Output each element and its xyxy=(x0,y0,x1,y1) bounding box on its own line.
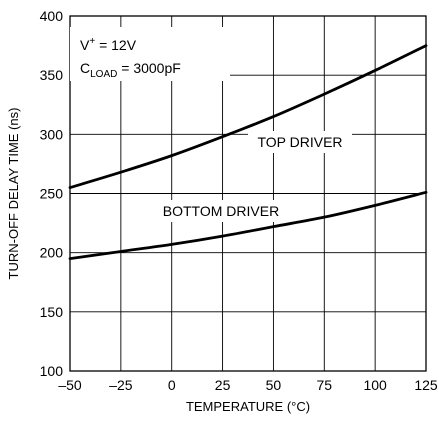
series-curves xyxy=(68,44,428,260)
x-tick-label: –25 xyxy=(109,377,133,393)
y-tick-label: 200 xyxy=(40,245,64,261)
y-axis-label: TURN-OFF DELAY TIME (ns) xyxy=(6,108,21,280)
x-tick-label: 100 xyxy=(363,377,387,393)
bottom-driver-curve xyxy=(68,190,428,260)
y-tick-label: 100 xyxy=(40,363,64,379)
x-tick-label: 25 xyxy=(215,377,231,393)
bottom-driver-label-background xyxy=(152,200,290,222)
x-tick-label: 50 xyxy=(266,377,282,393)
load-capacitance-note: CLOAD = 3000pF xyxy=(80,60,181,80)
supply-voltage-note: V+ = 12V xyxy=(80,36,137,53)
x-tick-label: 75 xyxy=(316,377,332,393)
plot-frame xyxy=(69,15,427,372)
conditions-background xyxy=(70,27,230,81)
bottom-driver-label: BOTTOM DRIVER xyxy=(163,203,279,219)
y-tick-label: 350 xyxy=(40,67,64,83)
x-axis-label: TEMPERATURE (°C) xyxy=(186,399,310,414)
top-driver-curve xyxy=(68,44,428,189)
y-tick-label: 400 xyxy=(40,8,64,24)
y-tick-label: 250 xyxy=(40,186,64,202)
top-driver-label: TOP DRIVER xyxy=(257,134,342,150)
x-tick-label: 0 xyxy=(168,377,176,393)
x-tick-label: 125 xyxy=(414,377,438,393)
tick-labels: –50 –25 0 25 50 75 100 125 100 150 200 250 300 350 400 xyxy=(40,8,438,393)
y-tick-label: 150 xyxy=(40,304,64,320)
y-tick-label: 300 xyxy=(40,126,64,142)
x-tick-label: –50 xyxy=(58,377,82,393)
top-driver-label-background xyxy=(248,131,352,153)
